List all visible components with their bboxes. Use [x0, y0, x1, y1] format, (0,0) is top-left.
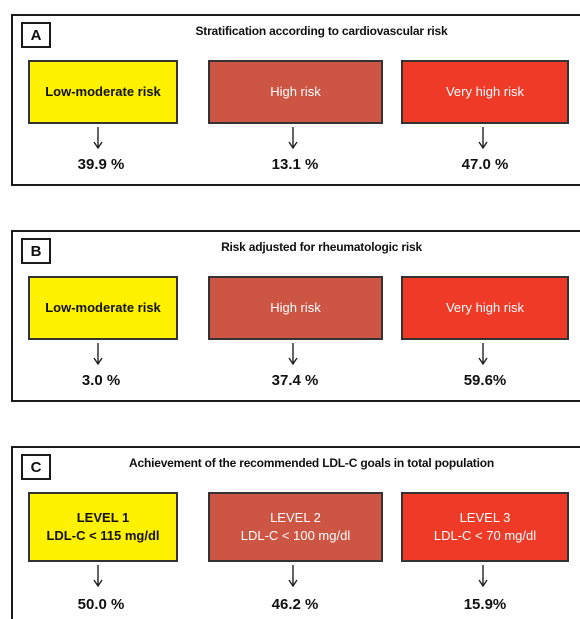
box-label: LEVEL 2	[270, 510, 321, 525]
percent-value: 59.6%	[463, 372, 507, 389]
panel-title: Achievement of the recommended LDL-C goa…	[129, 456, 494, 470]
percent-value: 3.0 %	[81, 372, 121, 389]
panel-letter: B	[21, 238, 51, 264]
box-label: High risk	[270, 300, 321, 315]
risk-box-low-moderate: Low-moderate risk	[28, 60, 178, 124]
box-sublabel: LDL-C < 115 mg/dl	[46, 528, 160, 543]
down-arrow-icon	[93, 565, 103, 588]
ldl-box-level-1: LEVEL 1 LDL-C < 115 mg/dl	[28, 492, 178, 562]
down-arrow-icon	[93, 127, 103, 150]
panel-a: A Stratification according to cardiovasc…	[11, 14, 580, 186]
down-arrow-icon	[93, 343, 103, 366]
percent-value: 39.9 %	[77, 156, 125, 173]
percent-value: 46.2 %	[271, 596, 319, 613]
box-sublabel: LDL-C < 70 mg/dl	[433, 528, 537, 543]
panel-b: B Risk adjusted for rheumatologic risk L…	[11, 230, 580, 402]
box-label: LEVEL 3	[459, 510, 511, 525]
down-arrow-icon	[478, 343, 488, 366]
percent-value: 37.4 %	[271, 372, 319, 389]
box-label: LEVEL 1	[76, 510, 130, 525]
risk-box-low-moderate: Low-moderate risk	[28, 276, 178, 340]
down-arrow-icon	[288, 565, 298, 588]
box-sublabel: LDL-C < 100 mg/dl	[240, 528, 351, 543]
down-arrow-icon	[288, 343, 298, 366]
panel-letter: A	[21, 22, 51, 48]
ldl-box-level-2: LEVEL 2 LDL-C < 100 mg/dl	[208, 492, 383, 562]
down-arrow-icon	[478, 127, 488, 150]
box-label: Low-moderate risk	[45, 300, 161, 315]
percent-value: 47.0 %	[461, 156, 509, 173]
percent-value: 50.0 %	[77, 596, 125, 613]
panel-title: Stratification according to cardiovascul…	[195, 24, 448, 38]
box-label: High risk	[270, 84, 321, 99]
risk-box-high: High risk	[208, 276, 383, 340]
box-label: Very high risk	[445, 84, 525, 99]
risk-box-very-high: Very high risk	[401, 60, 569, 124]
panel-title: Risk adjusted for rheumatologic risk	[221, 240, 422, 254]
risk-box-high: High risk	[208, 60, 383, 124]
box-label: Low-moderate risk	[45, 84, 161, 99]
down-arrow-icon	[478, 565, 488, 588]
ldl-box-level-3: LEVEL 3 LDL-C < 70 mg/dl	[401, 492, 569, 562]
panel-c: C Achievement of the recommended LDL-C g…	[11, 446, 580, 619]
panel-letter: C	[21, 454, 51, 480]
risk-box-very-high: Very high risk	[401, 276, 569, 340]
box-label: Very high risk	[445, 300, 525, 315]
percent-value: 13.1 %	[271, 156, 319, 173]
percent-value: 15.9%	[463, 596, 507, 613]
down-arrow-icon	[288, 127, 298, 150]
